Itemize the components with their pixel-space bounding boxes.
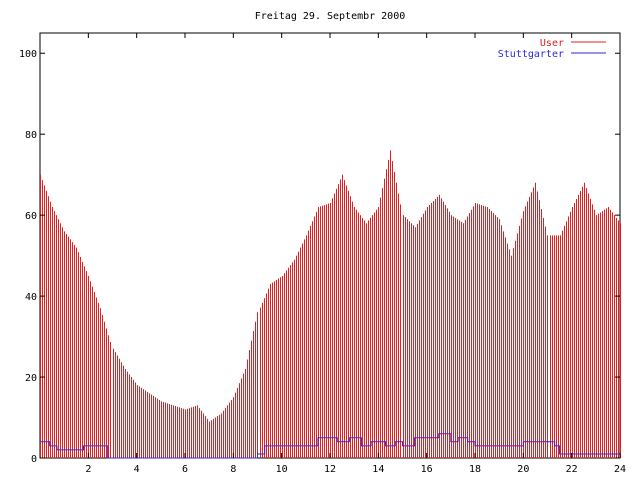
legend-label-user: User (540, 38, 564, 49)
x-tick-label: 24 (614, 464, 626, 475)
x-tick-label: 6 (182, 464, 188, 475)
x-axis: 2 4 6 8 10 12 14 16 18 20 22 24 (85, 33, 626, 475)
y-tick-label: 60 (25, 211, 37, 222)
x-tick-label: 12 (324, 464, 336, 475)
x-tick-label: 22 (566, 464, 578, 475)
y-tick-label: 20 (25, 373, 37, 384)
y-tick-label: 100 (19, 49, 37, 60)
x-tick-label: 10 (276, 464, 288, 475)
x-tick-label: 18 (469, 464, 481, 475)
x-tick-label: 8 (230, 464, 236, 475)
user-series (40, 150, 621, 458)
x-tick-label: 14 (372, 464, 384, 475)
plot-area (39, 32, 621, 459)
y-tick-label: 0 (31, 454, 37, 465)
chart-title: Freitag 29. Septembr 2000 (255, 11, 406, 22)
legend: User Stuttgarter (498, 38, 606, 60)
stuttgarter-line (40, 433, 620, 459)
x-tick-label: 2 (85, 464, 91, 475)
y-tick-label: 40 (25, 292, 37, 303)
x-tick-label: 20 (517, 464, 529, 475)
x-tick-label: 16 (421, 464, 433, 475)
stuttgarter-series (40, 433, 620, 459)
y-tick-label: 80 (25, 130, 37, 141)
legend-label-stuttgarter: Stuttgarter (498, 49, 564, 60)
y-axis: 0 20 40 60 80 100 (19, 49, 620, 465)
x-tick-label: 4 (134, 464, 140, 475)
